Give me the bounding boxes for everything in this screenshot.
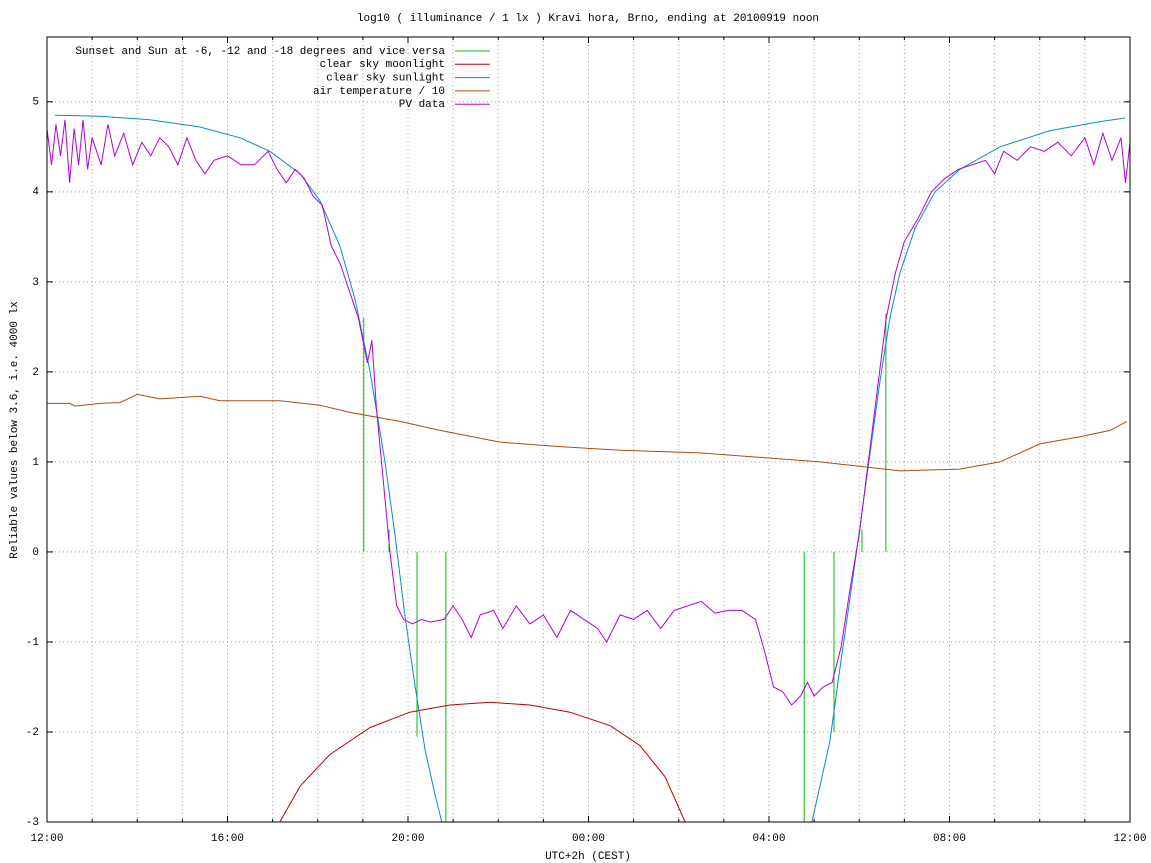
y-tick-label: -2 [26,727,39,739]
series-line [47,119,1130,706]
y-tick-label: 2 [32,367,39,379]
y-tick-label: 5 [32,97,39,109]
y-tick-label: -3 [26,817,39,829]
series-line [811,117,1126,822]
x-tick-label: 12:00 [30,833,63,845]
legend-label: clear sky sunlight [326,73,445,85]
plot-border [46,36,1131,823]
x-tick-label: 08:00 [933,833,966,845]
series-line [47,393,1128,472]
legend-label: air temperature / 10 [313,86,445,98]
y-tick-label: 1 [32,457,39,469]
y-tick-label: 4 [32,187,39,199]
legend-label: PV data [399,99,446,111]
legend-label: clear sky moonlight [320,59,445,71]
x-tick-label: 00:00 [572,833,605,845]
y-axis-label: Reliable values below 3.6, i.e. 4000 lx [9,301,21,559]
x-axis-label: UTC+2h (CEST) [545,851,631,863]
x-tick-label: 12:00 [1113,833,1146,845]
series-line [55,114,443,822]
chart-title: log10 ( illuminance / 1 lx ) Kravi hora,… [357,13,819,25]
x-tick-label: 20:00 [391,833,424,845]
series-line [279,701,686,822]
x-tick-label: 16:00 [211,833,244,845]
x-tick-label: 04:00 [752,833,785,845]
y-tick-label: 3 [32,277,39,289]
y-tick-label: 0 [32,547,39,559]
legend-label: Sunset and Sun at -6, -12 and -18 degree… [75,46,445,58]
y-tick-label: -1 [26,637,40,649]
